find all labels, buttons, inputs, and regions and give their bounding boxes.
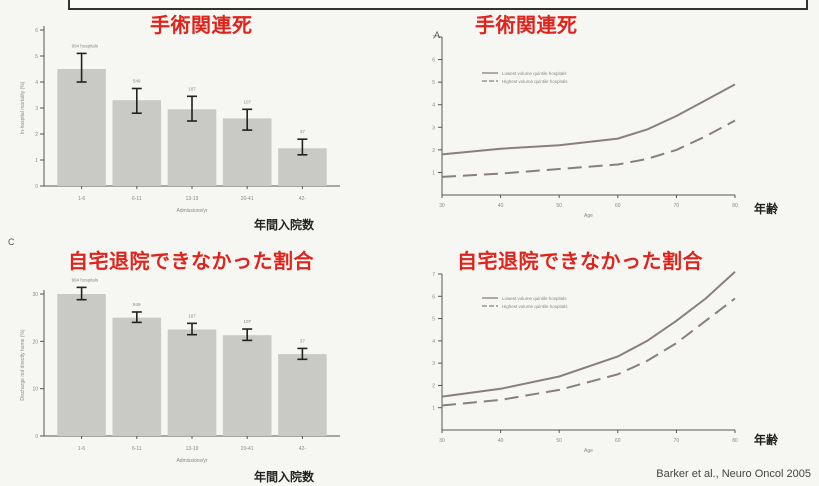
chart-discharge-by-age: 1 2 3 4 5 6 7 30 40 50 60 70 80 Age Lowest volume quin…	[432, 271, 738, 454]
x-tick-label: 40	[498, 203, 504, 209]
x-axis-label: Admissions/yr	[176, 458, 207, 464]
y-tick-label: 4	[432, 103, 435, 109]
bar	[112, 100, 162, 186]
x-tick-label: 42-	[299, 446, 307, 452]
data-label: 549	[133, 302, 141, 307]
y-tick-label: 5	[432, 80, 435, 86]
bar	[278, 354, 327, 436]
y-tick-label: 1	[432, 406, 435, 412]
y-tick-label: 30	[32, 292, 38, 298]
legend-label: Lowest volume quintile hospitals	[502, 296, 567, 301]
y-axis-label: In-hospital mortality (%)	[20, 81, 26, 134]
y-tick-label: 5	[432, 317, 435, 323]
x-tick-label: 6-11	[132, 196, 142, 202]
x-tick-label: 30	[439, 203, 445, 209]
x-tick-label: 80	[732, 203, 738, 209]
bar	[222, 335, 272, 436]
x-tick-label: 70	[674, 438, 680, 444]
chart-mortality-by-age: 1 2 3 4 5 6 7 30 40 50 60 70 80 Age Lowest volume quin…	[432, 35, 738, 219]
y-tick-label: 7	[432, 272, 435, 278]
y-tick-label: 5	[35, 54, 38, 60]
label-age-bottom: 年齢	[754, 433, 779, 447]
data-label: 107	[243, 319, 251, 324]
x-tick-label: 70	[674, 203, 680, 209]
data-label: 549	[133, 79, 141, 84]
y-tick-label: 4	[35, 80, 38, 86]
x-tick-label: 6-11	[132, 446, 142, 452]
label-annual-admissions-bottom: 年間入院数	[254, 470, 315, 484]
x-tick-label: 80	[732, 438, 738, 444]
x-tick-label: 42-	[299, 196, 307, 202]
x-axis-label: Age	[584, 213, 593, 219]
label-age-top: 年齢	[754, 202, 779, 216]
y-axis-label: Discharge not directly home (%)	[20, 329, 26, 400]
bar	[57, 294, 106, 436]
x-axis-label: Admissions/yr	[176, 208, 207, 214]
x-tick-label: 30	[439, 438, 445, 444]
y-tick-label: 20	[32, 339, 38, 345]
bar	[167, 109, 217, 186]
x-axis-label: Age	[584, 448, 593, 454]
x-tick-label: 40	[498, 438, 504, 444]
y-tick-label: 10	[32, 387, 38, 393]
panel-letter-a: A	[434, 30, 441, 40]
title-top-left: 手術関連死	[150, 13, 253, 37]
series-line	[441, 271, 736, 398]
y-tick-label: 6	[35, 28, 38, 34]
series-line	[441, 119, 736, 178]
y-tick-label: 7	[432, 35, 435, 41]
data-label: 107	[243, 99, 251, 104]
legend-label: Highest volume quintile hospitals	[502, 304, 568, 309]
y-tick-label: 4	[432, 339, 435, 345]
top-frame-border	[68, 0, 808, 10]
chart-discharge-by-volume: 0 10 20 30 994 hospitals 1-6 549 6-11 187 13-19 10…	[20, 277, 340, 464]
x-tick-label: 50	[556, 438, 562, 444]
y-tick-label: 0	[35, 434, 38, 440]
legend-label: Highest volume quintile hospitals	[502, 79, 568, 84]
x-tick-label: 50	[556, 203, 562, 209]
data-label: 994 hospitals	[72, 43, 99, 48]
x-tick-label: 1-6	[78, 446, 85, 452]
bar	[57, 69, 106, 186]
y-tick-label: 2	[432, 148, 435, 154]
chart-mortality-by-volume: 0 1 2 3 4 5 6 994 hospitals 1-6 549 6-11 187 13-19 10…	[20, 26, 340, 214]
y-tick-label: 1	[35, 158, 38, 164]
data-label: 37	[300, 129, 306, 134]
data-label: 37	[300, 338, 306, 343]
citation: Barker et al., Neuro Oncol 2005	[656, 468, 811, 480]
x-tick-label: 20-41	[241, 446, 254, 452]
data-label: 187	[188, 86, 196, 91]
y-tick-label: 3	[35, 106, 38, 112]
y-tick-label: 1	[432, 170, 435, 176]
x-tick-label: 13-19	[186, 196, 199, 202]
x-tick-label: 1-6	[78, 196, 85, 202]
y-tick-label: 6	[432, 58, 435, 64]
legend-label: Lowest volume quintile hospitals	[502, 71, 567, 76]
x-tick-label: 13-19	[186, 446, 199, 452]
y-tick-label: 3	[432, 125, 435, 131]
series-line	[441, 83, 736, 156]
panel-letter-c: C	[8, 237, 15, 247]
label-annual-admissions-top: 年間入院数	[254, 218, 315, 232]
y-tick-label: 0	[35, 184, 38, 190]
y-tick-label: 3	[432, 361, 435, 367]
x-tick-label: 60	[615, 438, 621, 444]
bar	[112, 317, 162, 436]
title-bottom-right: 自宅退院できなかった割合	[457, 249, 703, 273]
title-bottom-left: 自宅退院できなかった割合	[68, 249, 314, 273]
x-tick-label: 60	[615, 203, 621, 209]
y-tick-label: 2	[35, 132, 38, 138]
series-line	[441, 297, 736, 407]
data-label: 994 hospitals	[72, 277, 99, 282]
y-tick-label: 6	[432, 294, 435, 300]
y-tick-label: 2	[432, 383, 435, 389]
bar	[167, 329, 217, 436]
title-top-right: 手術関連死	[475, 13, 578, 37]
data-label: 187	[188, 313, 196, 318]
x-tick-label: 20-41	[241, 196, 254, 202]
